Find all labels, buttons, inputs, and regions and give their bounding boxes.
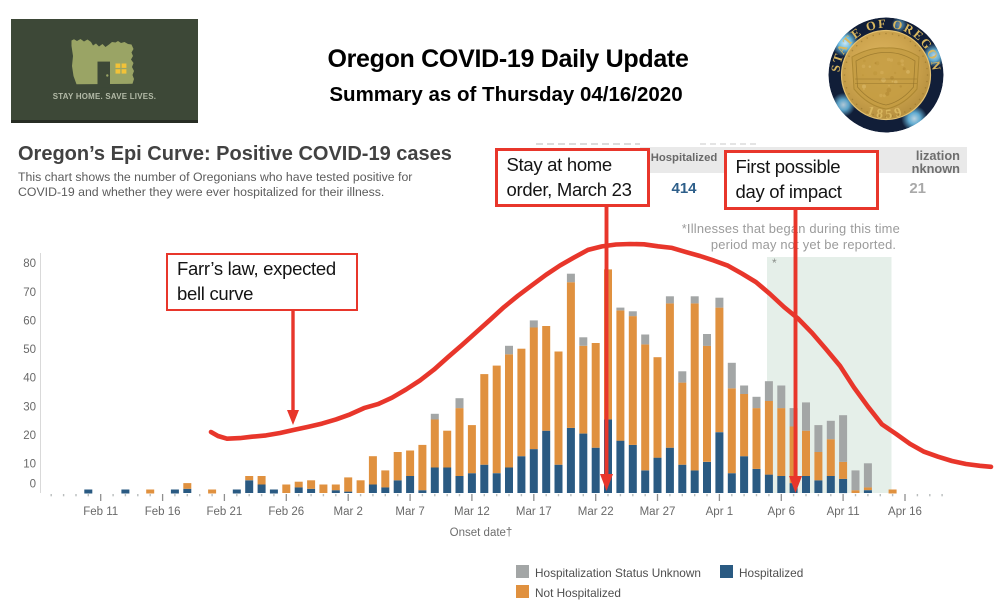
svg-text:30: 30 xyxy=(23,401,36,413)
svg-text:Mar 12: Mar 12 xyxy=(454,506,490,518)
svg-text:80: 80 xyxy=(23,258,36,270)
svg-text:Feb 26: Feb 26 xyxy=(268,506,304,518)
svg-text:20: 20 xyxy=(23,430,36,442)
svg-text:0: 0 xyxy=(30,479,36,491)
svg-text:Feb 11: Feb 11 xyxy=(83,506,118,518)
svg-text:*: * xyxy=(772,256,777,270)
svg-text:40: 40 xyxy=(23,373,36,385)
svg-text:50: 50 xyxy=(23,344,36,356)
svg-text:1859: 1859 xyxy=(865,103,907,122)
svg-text:Feb 16: Feb 16 xyxy=(145,506,181,518)
svg-text:Mar 22: Mar 22 xyxy=(578,506,614,518)
svg-text:Apr 11: Apr 11 xyxy=(827,506,860,518)
svg-text:Apr 6: Apr 6 xyxy=(768,506,796,518)
svg-text:Mar 7: Mar 7 xyxy=(395,506,424,518)
svg-text:Onset date†: Onset date† xyxy=(450,527,513,539)
svg-text:Feb 21: Feb 21 xyxy=(206,506,242,518)
svg-text:Mar 2: Mar 2 xyxy=(333,506,362,518)
svg-text:Mar 17: Mar 17 xyxy=(516,506,552,518)
svg-text:10: 10 xyxy=(23,459,36,471)
svg-text:60: 60 xyxy=(23,315,36,327)
svg-text:Apr 16: Apr 16 xyxy=(888,506,922,518)
svg-text:Mar 27: Mar 27 xyxy=(640,506,676,518)
svg-text:Apr 1: Apr 1 xyxy=(706,506,734,518)
svg-text:70: 70 xyxy=(23,287,36,299)
